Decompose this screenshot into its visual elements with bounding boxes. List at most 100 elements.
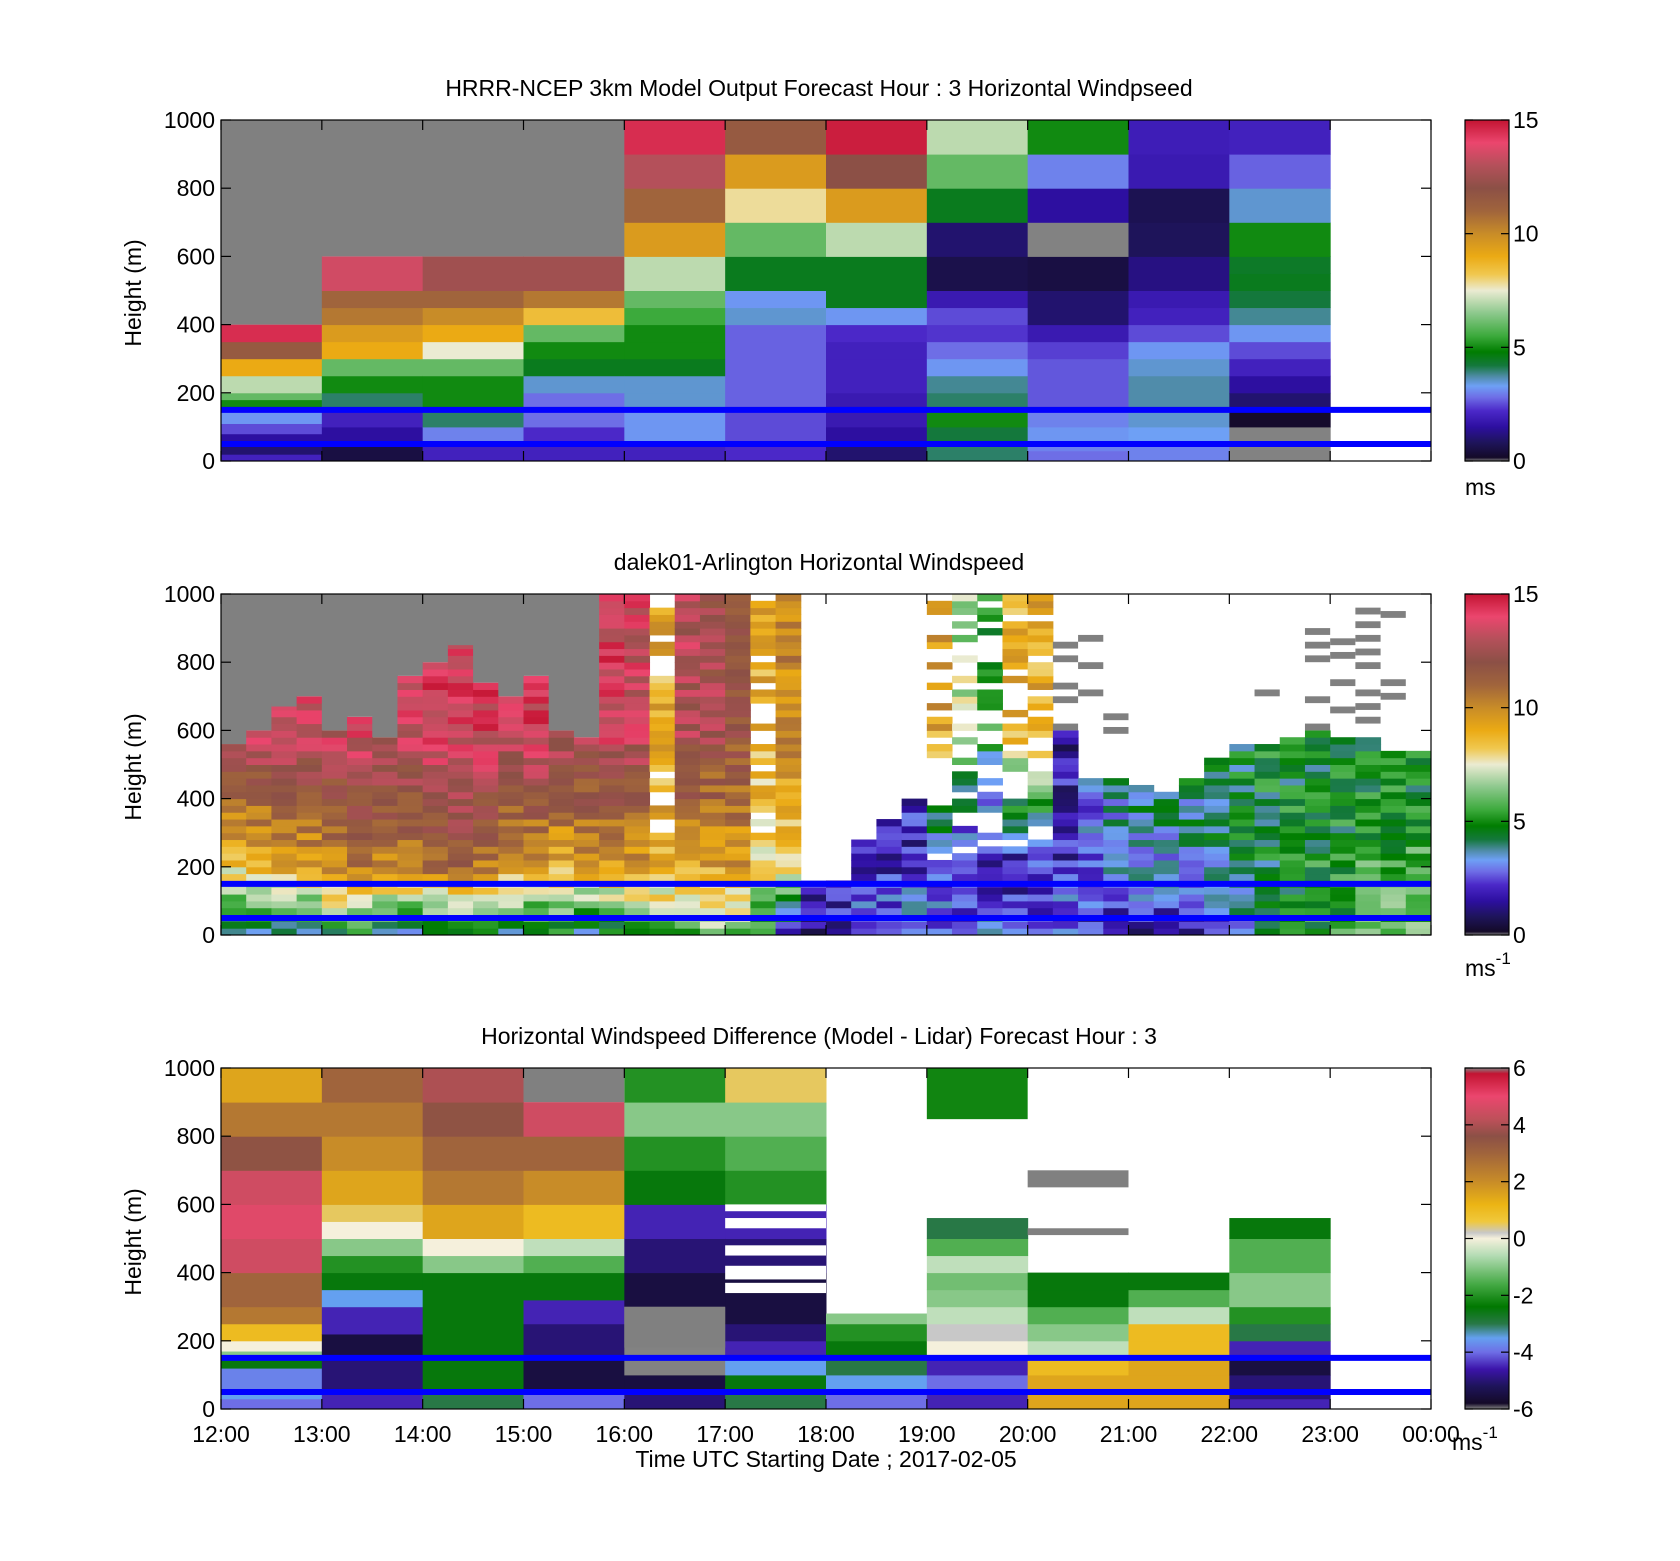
lidar-cell <box>800 900 827 909</box>
lidar-cell <box>674 825 701 834</box>
lidar-cell <box>1279 859 1306 868</box>
lidar-cell <box>624 648 651 656</box>
lidar-cell <box>523 778 550 786</box>
lidar-cell <box>952 900 978 909</box>
lidar-cell <box>221 894 247 902</box>
lidar-cell <box>599 778 625 786</box>
lidar-cell <box>599 819 625 827</box>
lidar-cell <box>1027 784 1054 793</box>
model-cell <box>422 443 524 462</box>
lidar-cell <box>271 812 298 820</box>
missing-cell <box>523 120 625 257</box>
lidar-cell <box>775 696 802 704</box>
lidar-cell <box>573 900 600 909</box>
lidar-cell <box>725 641 751 650</box>
model-cell <box>1229 426 1331 452</box>
lidar-cell <box>699 703 726 711</box>
lidar-cell <box>1078 928 1104 936</box>
lidar-cell <box>246 873 272 881</box>
lidar-cell <box>901 805 928 813</box>
lidar-cell <box>599 757 625 765</box>
lidar-cell <box>674 607 701 615</box>
lidar-cell <box>397 784 424 793</box>
lidar-cell <box>1355 839 1382 847</box>
lidar-cell <box>1002 894 1029 902</box>
model-cell <box>321 341 424 360</box>
lidar-cell <box>1380 873 1407 881</box>
lidar-cell <box>523 832 550 841</box>
lidar-cell <box>952 853 978 861</box>
lidar-cell <box>1204 900 1230 909</box>
lidar-cell <box>1254 791 1281 800</box>
missing-cell <box>1330 651 1356 659</box>
lidar-cell <box>1405 873 1432 881</box>
lidar-cell <box>1103 791 1129 800</box>
model-cell <box>1128 290 1230 309</box>
lidar-cell <box>296 819 323 827</box>
lidar-cell <box>901 866 928 875</box>
lidar-cell <box>851 887 877 895</box>
lidar-cell <box>1405 900 1432 909</box>
lidar-cell <box>1178 839 1205 847</box>
lidar-cell <box>473 832 499 841</box>
lidar-cell <box>1002 907 1029 916</box>
lidar-cell <box>523 791 550 800</box>
lidar-cell <box>1204 757 1230 765</box>
lidar-cell <box>1355 894 1382 902</box>
colorbar-tick-label: 10 <box>1513 221 1539 247</box>
lidar-cell <box>271 716 298 725</box>
lidar-cell <box>1330 825 1356 834</box>
lidar-cell <box>1380 791 1407 800</box>
model-cell <box>422 256 524 291</box>
model-cell <box>624 392 726 411</box>
lidar-cell <box>674 798 701 806</box>
lidar-cell <box>321 805 348 813</box>
missing-cell <box>1027 1228 1129 1236</box>
lidar-cell <box>624 928 651 936</box>
lidar-cell <box>977 907 1003 916</box>
lidar-cell <box>699 859 726 868</box>
difference-cell <box>1229 1272 1331 1308</box>
lidar-cell <box>1405 839 1432 847</box>
lidar-cell <box>271 894 298 902</box>
lidar-cell <box>952 757 978 765</box>
lidar-cell <box>699 709 726 718</box>
lidar-cell <box>624 894 651 902</box>
lidar-cell <box>725 784 751 793</box>
lidar-cell <box>1254 825 1281 834</box>
lidar-cell <box>271 703 298 711</box>
lidar-cell <box>246 825 272 834</box>
lidar-cell <box>271 907 298 916</box>
lidar-cell <box>699 628 726 636</box>
model-cell <box>1128 341 1230 360</box>
difference-cell <box>321 1306 424 1335</box>
missing-cell <box>473 594 499 683</box>
lidar-cell <box>1229 764 1256 772</box>
model-cell <box>523 307 625 326</box>
lidar-cell <box>271 825 298 834</box>
lidar-cell <box>599 859 625 868</box>
lidar-cell <box>750 757 777 765</box>
lidar-cell <box>221 784 247 793</box>
lidar-cell <box>1002 805 1029 813</box>
difference-cell <box>221 1368 323 1390</box>
lidar-cell <box>473 757 499 765</box>
lidar-cell <box>1178 846 1205 854</box>
lidar-cell <box>1279 832 1306 841</box>
lidar-cell <box>1002 730 1029 738</box>
lidar-cell <box>1254 907 1281 916</box>
lidar-cell <box>1002 900 1029 909</box>
lidar-cell <box>1405 921 1432 929</box>
lidar-cell <box>473 812 499 820</box>
model-cell <box>624 222 726 257</box>
difference-cell <box>1027 1289 1129 1308</box>
lidar-cell <box>699 873 726 881</box>
lidar-cell <box>548 839 575 847</box>
lidar-cell <box>926 600 953 609</box>
lidar-cell <box>926 873 953 881</box>
lidar-cell <box>1380 900 1407 909</box>
lidar-cell <box>1204 853 1230 861</box>
model-cell <box>1027 426 1129 442</box>
lidar-cell <box>1178 921 1205 929</box>
